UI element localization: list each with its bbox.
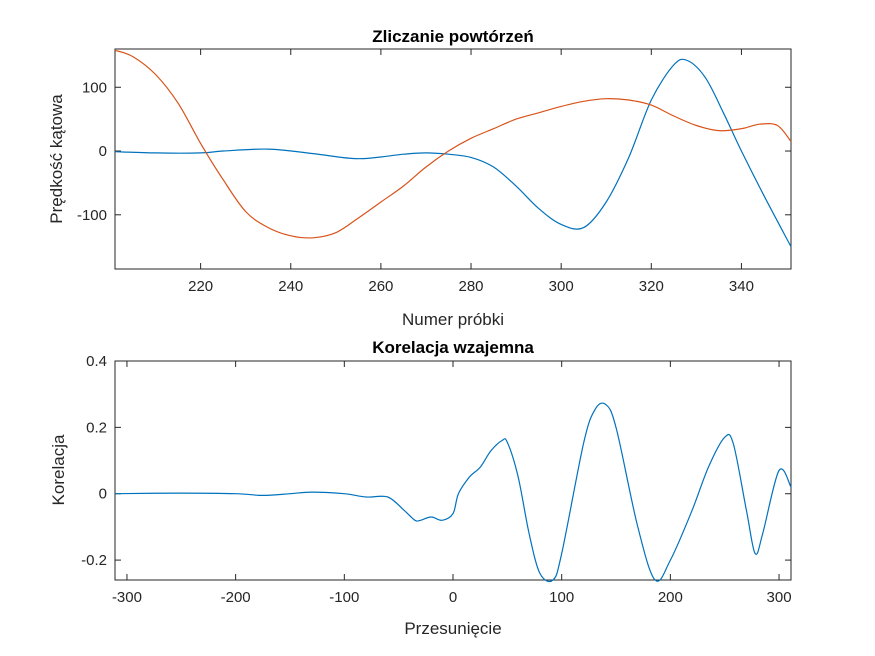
subplot-cross-correlation: Korelacja wzajemna -300 -200 -100 0 100 200 30…: [49, 338, 792, 638]
x-axis-label: Przesunięcie: [404, 619, 501, 638]
y-axis-label: Korelacja: [49, 434, 68, 505]
axis-ticks: -300 -200 -100 0 100 200 300 -0.2 0 0.2 0.4: [81, 353, 791, 606]
series-line-2: [114, 49, 792, 239]
x-tick-label: 220: [188, 278, 213, 295]
x-tick-label: 200: [658, 589, 683, 606]
y-tick-label: 0: [99, 143, 107, 160]
x-tick-label: -100: [329, 589, 359, 606]
y-tick-label: 0: [99, 486, 107, 503]
plot-area: [114, 48, 792, 270]
y-tick-label: -0.2: [81, 552, 107, 569]
y-tick-label: 0.4: [86, 353, 107, 370]
chart-title: Korelacja wzajemna: [372, 338, 534, 357]
x-tick-label: 0: [449, 589, 457, 606]
x-tick-label: 260: [368, 278, 393, 295]
x-tick-label: 240: [278, 278, 303, 295]
y-tick-label: 0.2: [86, 419, 107, 436]
y-tick-label: 100: [82, 79, 107, 96]
x-tick-label: 300: [767, 589, 792, 606]
subplot-angular-velocity: Zliczanie powtórzeń 220 240 260 280 300 320 34…: [47, 27, 792, 329]
series-lines: [114, 49, 792, 247]
x-tick-label: 100: [549, 589, 574, 606]
x-axis-label: Numer próbki: [402, 310, 504, 329]
x-tick-label: 320: [639, 278, 664, 295]
x-tick-label: 280: [459, 278, 484, 295]
x-tick-label: -200: [221, 589, 251, 606]
y-axis-label: Prędkość kątowa: [47, 94, 66, 224]
x-tick-label: 340: [729, 278, 754, 295]
plot-area: [114, 360, 792, 581]
series-line-1: [114, 58, 792, 247]
axis-ticks: 220 240 260 280 300 320 340 -100 0 100: [77, 49, 791, 295]
y-tick-label: -100: [77, 207, 107, 224]
x-tick-label: 300: [549, 278, 574, 295]
series-lines: [114, 402, 792, 583]
x-tick-label: -300: [112, 589, 142, 606]
series-line-1: [114, 402, 792, 583]
chart-title: Zliczanie powtórzeń: [372, 27, 534, 46]
